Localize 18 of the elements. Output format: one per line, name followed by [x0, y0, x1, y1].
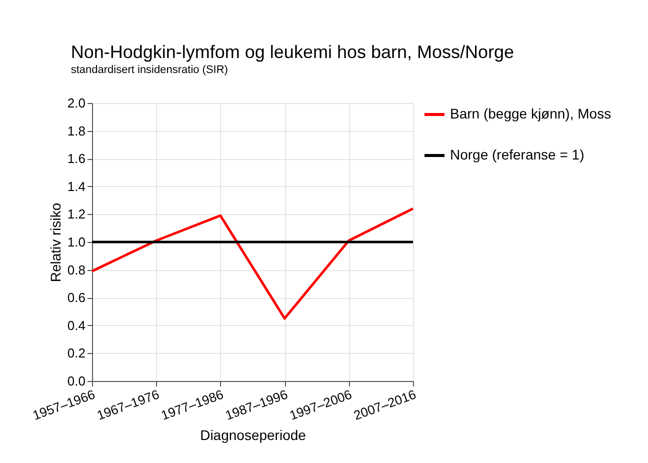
legend-label: Norge (referanse = 1) [450, 146, 584, 162]
legend-label: Barn (begge kjønn), Moss [450, 106, 612, 122]
y-tick-label: 0.0 [67, 374, 86, 388]
chart-subtitle: standardisert insidensratio (SIR) [70, 64, 228, 76]
y-axis-title: Relativ risiko [47, 202, 64, 282]
line-series [90, 207, 414, 320]
y-tick-label: 1.8 [67, 123, 86, 138]
x-axis-title: Diagnoseperiode [200, 426, 306, 443]
chart-title: Non-Hodgkin-lymfom og leukemi hos barn, Moss/Norge [70, 42, 514, 62]
y-tick-label: 1.6 [67, 151, 86, 166]
y-tick-label: 1.4 [67, 178, 86, 194]
y-tick-label: 2.0 [67, 96, 86, 110]
y-tick-label: 1.2 [67, 206, 86, 222]
y-tick-label: 1.0 [67, 234, 86, 250]
y-tick-label: 0.4 [67, 318, 86, 333]
y-tick-label: 0.6 [67, 290, 86, 306]
y-tick-label: 0.2 [67, 346, 86, 361]
y-tick-label: 0.8 [67, 262, 86, 278]
